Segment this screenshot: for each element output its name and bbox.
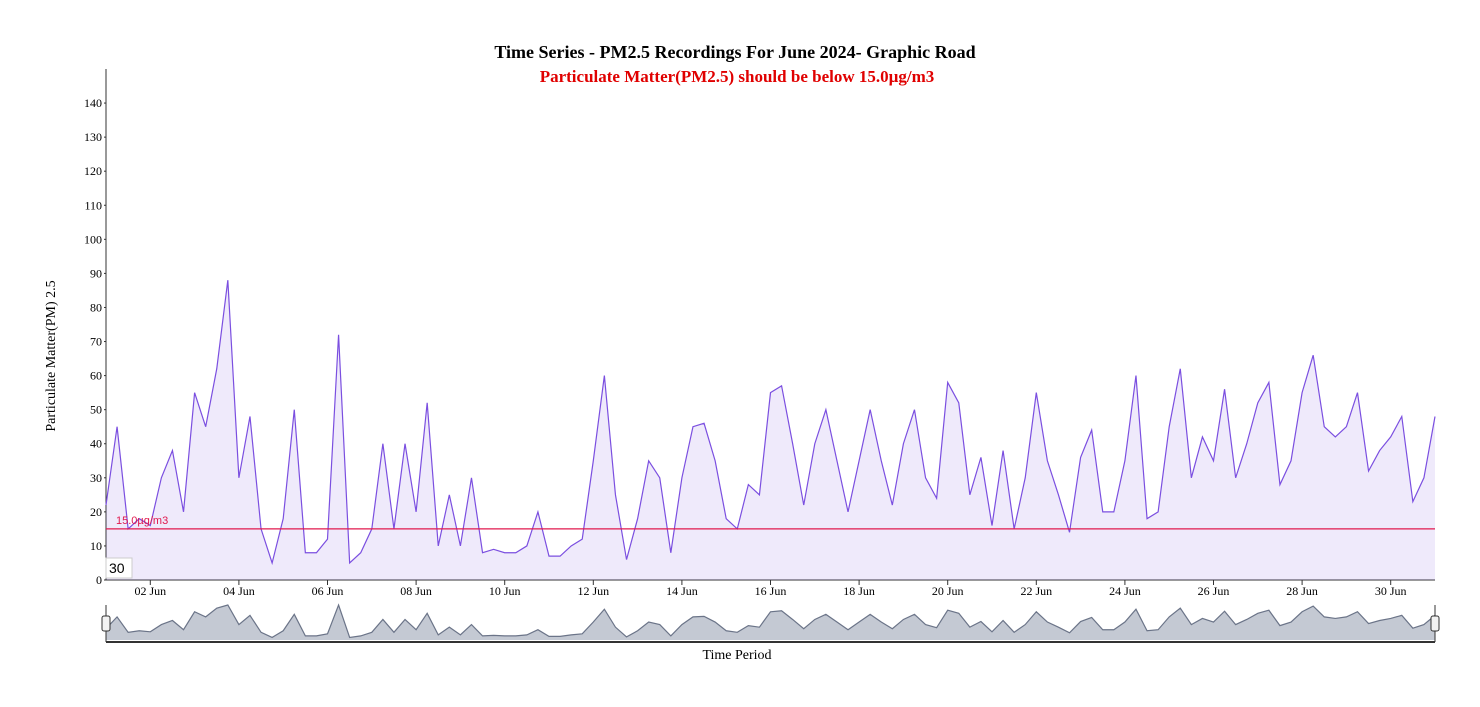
x-tick-label: 26 Jun — [1198, 584, 1230, 598]
x-tick-label: 04 Jun — [223, 584, 255, 598]
y-tick-label: 70 — [90, 335, 102, 349]
x-tick-label: 08 Jun — [400, 584, 432, 598]
x-tick-label: 02 Jun — [134, 584, 166, 598]
area — [106, 280, 1435, 580]
x-tick-label: 28 Jun — [1286, 584, 1318, 598]
annotation-box — [105, 557, 133, 579]
threshold-label: 15.0µg/m3 — [116, 515, 168, 527]
x-tick-label: 24 Jun — [1109, 584, 1141, 598]
x-tick-label: 18 Jun — [843, 584, 875, 598]
chart-title: Time Series - PM2.5 Recordings For June … — [494, 42, 975, 62]
line — [105, 280, 1436, 566]
y-tick-label: 80 — [90, 300, 102, 314]
y-tick-label: 40 — [90, 437, 102, 451]
navigator-area — [106, 605, 1435, 640]
y-tick-label: 0 — [96, 573, 102, 587]
y-tick-label: 20 — [90, 505, 102, 519]
y-tick-label: 110 — [84, 198, 102, 212]
y-tick-label: 50 — [90, 403, 102, 417]
x-tick-label: 20 Jun — [932, 584, 964, 598]
y-tick-label: 130 — [84, 130, 102, 144]
annotation: 30 — [109, 560, 125, 576]
navigator-handle[interactable] — [101, 615, 111, 632]
navigator-handle[interactable] — [1430, 615, 1440, 632]
x-tick-label: 14 Jun — [666, 584, 698, 598]
y-tick-label: 10 — [90, 539, 102, 553]
x-tick-label: 10 Jun — [489, 584, 521, 598]
y-axis-label: Particulate Matter(PM) 2.5 — [44, 280, 59, 431]
y-tick-label: 100 — [84, 232, 102, 246]
x-tick-label: 30 Jun — [1375, 584, 1407, 598]
chart-subtitle: Particulate Matter(PM2.5) should be belo… — [540, 67, 935, 86]
y-tick-label: 140 — [84, 96, 102, 110]
y-tick-label: 60 — [90, 369, 102, 383]
x-tick-label: 22 Jun — [1020, 584, 1052, 598]
x-tick-label: 06 Jun — [312, 584, 344, 598]
x-axis-label: Time Period — [702, 648, 771, 663]
y-tick-label: 30 — [90, 471, 102, 485]
x-tick-label: 16 Jun — [755, 584, 787, 598]
x-tick-label: 12 Jun — [577, 584, 609, 598]
y-tick-label: 90 — [90, 266, 102, 280]
navigator-line — [105, 603, 1436, 639]
y-tick-label: 120 — [84, 164, 102, 178]
